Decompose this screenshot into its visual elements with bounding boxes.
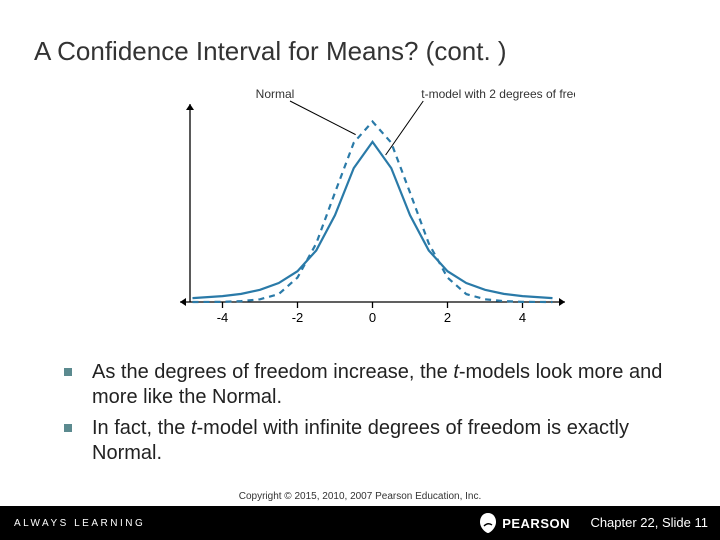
svg-text:Normal: Normal	[256, 87, 295, 101]
svg-text:t-model with 2 degrees of free: t-model with 2 degrees of freedom	[421, 87, 575, 101]
always-learning-text: ALWAYS LEARNING	[14, 518, 145, 529]
svg-text:-4: -4	[217, 310, 229, 325]
pearson-logo: PEARSON	[478, 512, 570, 534]
chart-svg: -4 -2 0 2 4 Normal t-model with 2 degrees of f…	[145, 82, 575, 342]
svg-text:-2: -2	[292, 310, 304, 325]
bullet-square-icon	[64, 424, 72, 432]
page-title: A Confidence Interval for Means? (cont. …	[34, 36, 507, 67]
comparison-chart: -4 -2 0 2 4 Normal t-model with 2 degrees of f…	[145, 82, 575, 342]
svg-text:0: 0	[369, 310, 376, 325]
slide-number: Chapter 22, Slide 11	[590, 515, 708, 530]
footer-bar: ALWAYS LEARNING PEARSON Chapter 22, Slid…	[0, 506, 720, 540]
svg-text:2: 2	[444, 310, 451, 325]
bullet-text: As the degrees of freedom increase, the …	[92, 360, 680, 410]
bullet-list: As the degrees of freedom increase, the …	[58, 360, 680, 472]
bullet-text: In fact, the t-model with infinite degre…	[92, 416, 680, 466]
bullet-square-icon	[64, 368, 72, 376]
list-item: In fact, the t-model with infinite degre…	[58, 416, 680, 466]
svg-text:4: 4	[519, 310, 526, 325]
copyright-text: Copyright © 2015, 2010, 2007 Pearson Edu…	[0, 491, 720, 502]
list-item: As the degrees of freedom increase, the …	[58, 360, 680, 410]
pearson-brand-text: PEARSON	[502, 516, 570, 531]
pearson-mark-icon	[478, 512, 498, 534]
